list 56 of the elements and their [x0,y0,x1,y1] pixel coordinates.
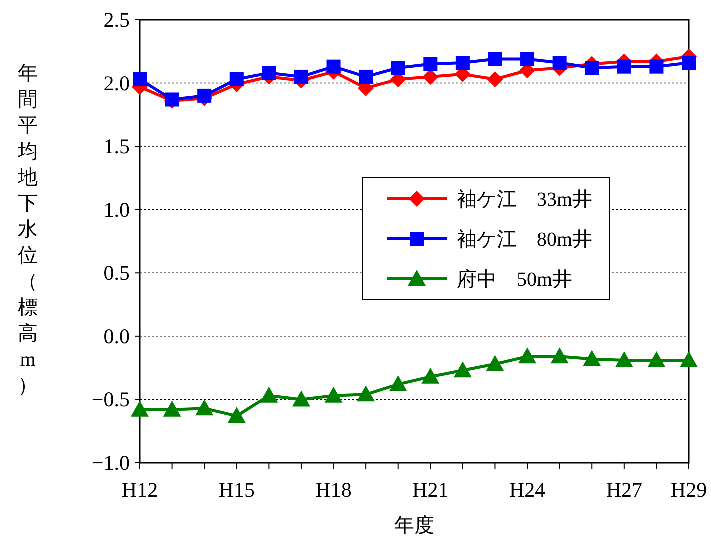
point [486,355,504,372]
point [196,400,214,416]
point [326,60,341,74]
point [648,351,666,368]
point [552,56,567,70]
y-tick-label: −0.5 [92,388,130,412]
legend-label: 府中 50m井 [457,269,573,291]
point [488,52,502,66]
legend-label: 袖ケ江 80m井 [457,229,593,251]
text: 年間平均地下水位（標高m） [18,63,38,397]
y-tick-label: 2.0 [104,71,130,96]
point [487,71,504,88]
point [583,350,602,366]
point [228,407,246,424]
x-tick-label: H12 [122,478,158,502]
x-tick-label: H24 [509,478,546,502]
point [456,56,470,70]
y-tick-label: 1.0 [104,198,130,222]
point [294,70,308,84]
x-tick-label: H29 [670,478,708,502]
y-tick-label: 2.5 [104,8,130,32]
point [550,348,569,364]
point [131,400,149,417]
point [163,400,182,417]
legend-label: 袖ケ江 33m井 [457,189,593,211]
point [324,386,343,403]
x-tick-label: H15 [218,478,255,502]
point [359,70,374,84]
point [198,88,212,103]
point [680,351,698,368]
point [615,351,634,368]
point [650,60,664,74]
point [133,72,147,86]
x-tick-label: H18 [316,478,352,502]
point [518,348,537,364]
point [520,52,535,66]
point [617,60,632,74]
point [424,57,438,72]
point [454,362,472,378]
point [422,368,440,384]
y-tick-label: 0.5 [104,261,130,286]
x-tick-label: H27 [606,478,642,502]
y-tick-label: 1.5 [104,134,130,159]
point [230,72,244,86]
x-axis-title: 年度 [394,515,434,537]
point [292,390,310,407]
x-tick-label: H21 [412,478,449,502]
point [262,66,276,80]
point [391,61,406,76]
point [260,386,278,403]
y-tick-label: 0.0 [104,324,130,348]
point [585,61,600,76]
y-tick-label: −1.0 [92,451,130,475]
point [389,376,408,392]
point [357,386,376,402]
point [682,56,696,70]
